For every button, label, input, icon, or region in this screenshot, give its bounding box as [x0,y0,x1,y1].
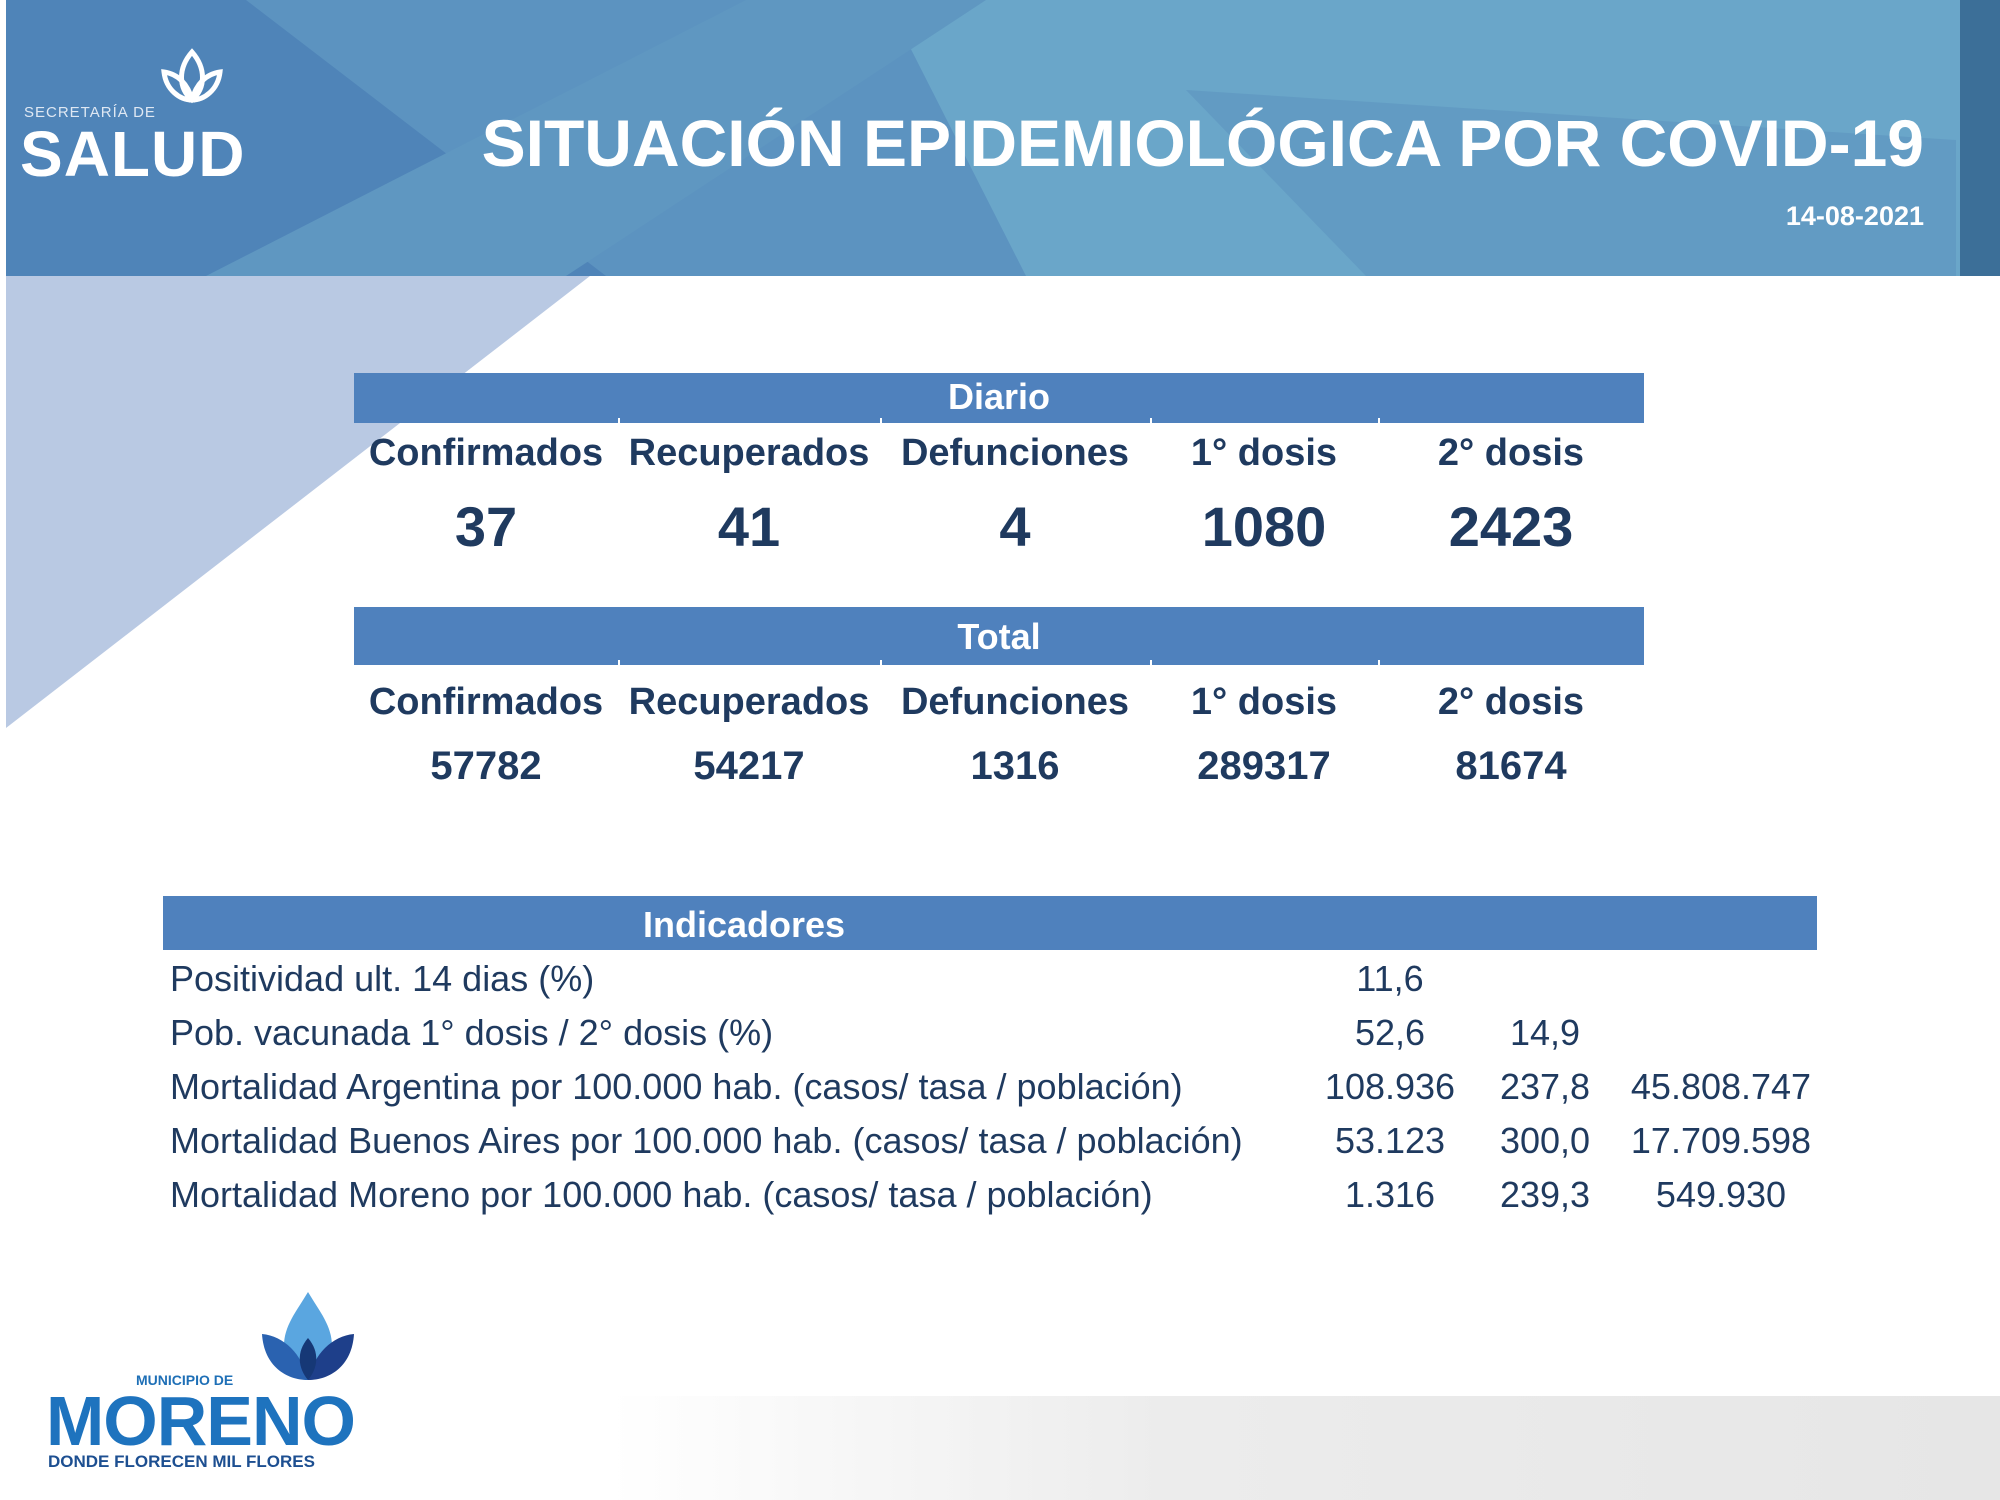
bar-separator [880,660,882,665]
bar-separator [880,418,882,423]
total-col-confirmados: Confirmados [368,681,604,723]
indicator-value-2: 237,8 [1499,1066,1591,1107]
indicator-value-1: 53.123 [1334,1120,1446,1161]
daily-value-dosis1: 1080 [1201,495,1327,558]
total-value-confirmados: 57782 [430,744,542,788]
daily-value-dosis2: 2423 [1448,495,1574,558]
indicator-value-2: 239,3 [1499,1174,1591,1215]
indicator-value-2: 300,0 [1499,1120,1591,1161]
total-value-dosis1: 289317 [1197,744,1331,788]
total-value-dosis2: 81674 [1455,744,1567,788]
indicators-title: Indicadores [643,904,846,945]
indicator-value-3: 549.930 [1655,1174,1787,1215]
indicator-label: Mortalidad Buenos Aires por 100.000 hab.… [170,1120,1243,1161]
moreno-logo-subtitle: MUNICIPIO DE [136,1372,234,1388]
indicators-header-bar: Indicadores [163,896,1817,950]
moreno-logo-tagline: DONDE FLORECEN MIL FLORES [48,1452,315,1471]
bar-separator [1150,418,1152,423]
indicator-row: Mortalidad Moreno por 100.000 hab. (caso… [0,1168,2000,1222]
indicator-row: Mortalidad Buenos Aires por 100.000 hab.… [0,1114,2000,1168]
total-value-defunciones: 1316 [970,744,1060,788]
bar-separator [618,660,620,665]
indicator-value-3: 17.709.598 [1630,1120,1812,1161]
indicator-value-1: 108.936 [1324,1066,1456,1107]
total-col-defunciones: Defunciones [900,681,1130,723]
salud-logo: SECRETARÍA DE SALUD [20,46,250,186]
daily-col-dosis1: 1° dosis [1190,432,1338,474]
bar-separator [618,418,620,423]
footer-gradient [610,1396,2000,1500]
daily-value-confirmados: 37 [454,495,518,558]
page-title: SITUACIÓN EPIDEMIOLÓGICA POR COVID-19 [481,106,1924,180]
daily-col-defunciones: Defunciones [900,432,1130,474]
moreno-logo: MUNICIPIO DE MORENO DONDE FLORECEN MIL F… [46,1290,366,1480]
daily-col-recuperados: Recuperados [628,432,870,474]
indicator-label: Positividad ult. 14 dias (%) [170,958,595,999]
report-date: 14-08-2021 [1785,201,1924,231]
indicator-value-2: 14,9 [1509,1012,1581,1053]
indicator-value-1: 11,6 [1356,958,1424,999]
indicator-label: Mortalidad Argentina por 100.000 hab. (c… [170,1066,1183,1107]
total-col-dosis2: 2° dosis [1437,681,1585,723]
indicator-row: Mortalidad Argentina por 100.000 hab. (c… [0,1060,2000,1114]
water-drop-icon [262,1292,354,1380]
bar-separator [1150,660,1152,665]
header-band [6,0,2000,276]
daily-title: Diario [947,376,1051,417]
daily-col-confirmados: Confirmados [368,432,604,474]
bar-separator [1378,660,1380,665]
total-header-bar: Total [354,607,1644,665]
lotus-icon [161,48,223,104]
total-col-recuperados: Recuperados [628,681,870,723]
daily-col-dosis2: 2° dosis [1437,432,1585,474]
total-col-dosis1: 1° dosis [1190,681,1338,723]
indicator-label: Mortalidad Moreno por 100.000 hab. (caso… [170,1174,1153,1215]
daily-header-bar: Diario [354,373,1644,423]
moreno-logo-text: MORENO [46,1382,356,1460]
indicator-value-1: 52,6 [1354,1012,1426,1053]
daily-value-defunciones: 4 [999,495,1031,558]
salud-logo-subtitle: SECRETARÍA DE [24,104,156,121]
indicator-row: Positividad ult. 14 dias (%) 11,6 [0,952,2000,1006]
total-value-recuperados: 54217 [693,744,805,788]
salud-logo-text: SALUD [20,118,246,190]
indicator-label: Pob. vacunada 1° dosis / 2° dosis (%) [170,1012,774,1053]
daily-value-recuperados: 41 [717,495,781,558]
indicator-row: Pob. vacunada 1° dosis / 2° dosis (%) 52… [0,1006,2000,1060]
header-background [6,0,2000,276]
indicator-value-3: 45.808.747 [1630,1066,1812,1107]
indicator-value-1: 1.316 [1344,1174,1436,1215]
total-title: Total [957,616,1041,657]
bar-separator [1378,418,1380,423]
